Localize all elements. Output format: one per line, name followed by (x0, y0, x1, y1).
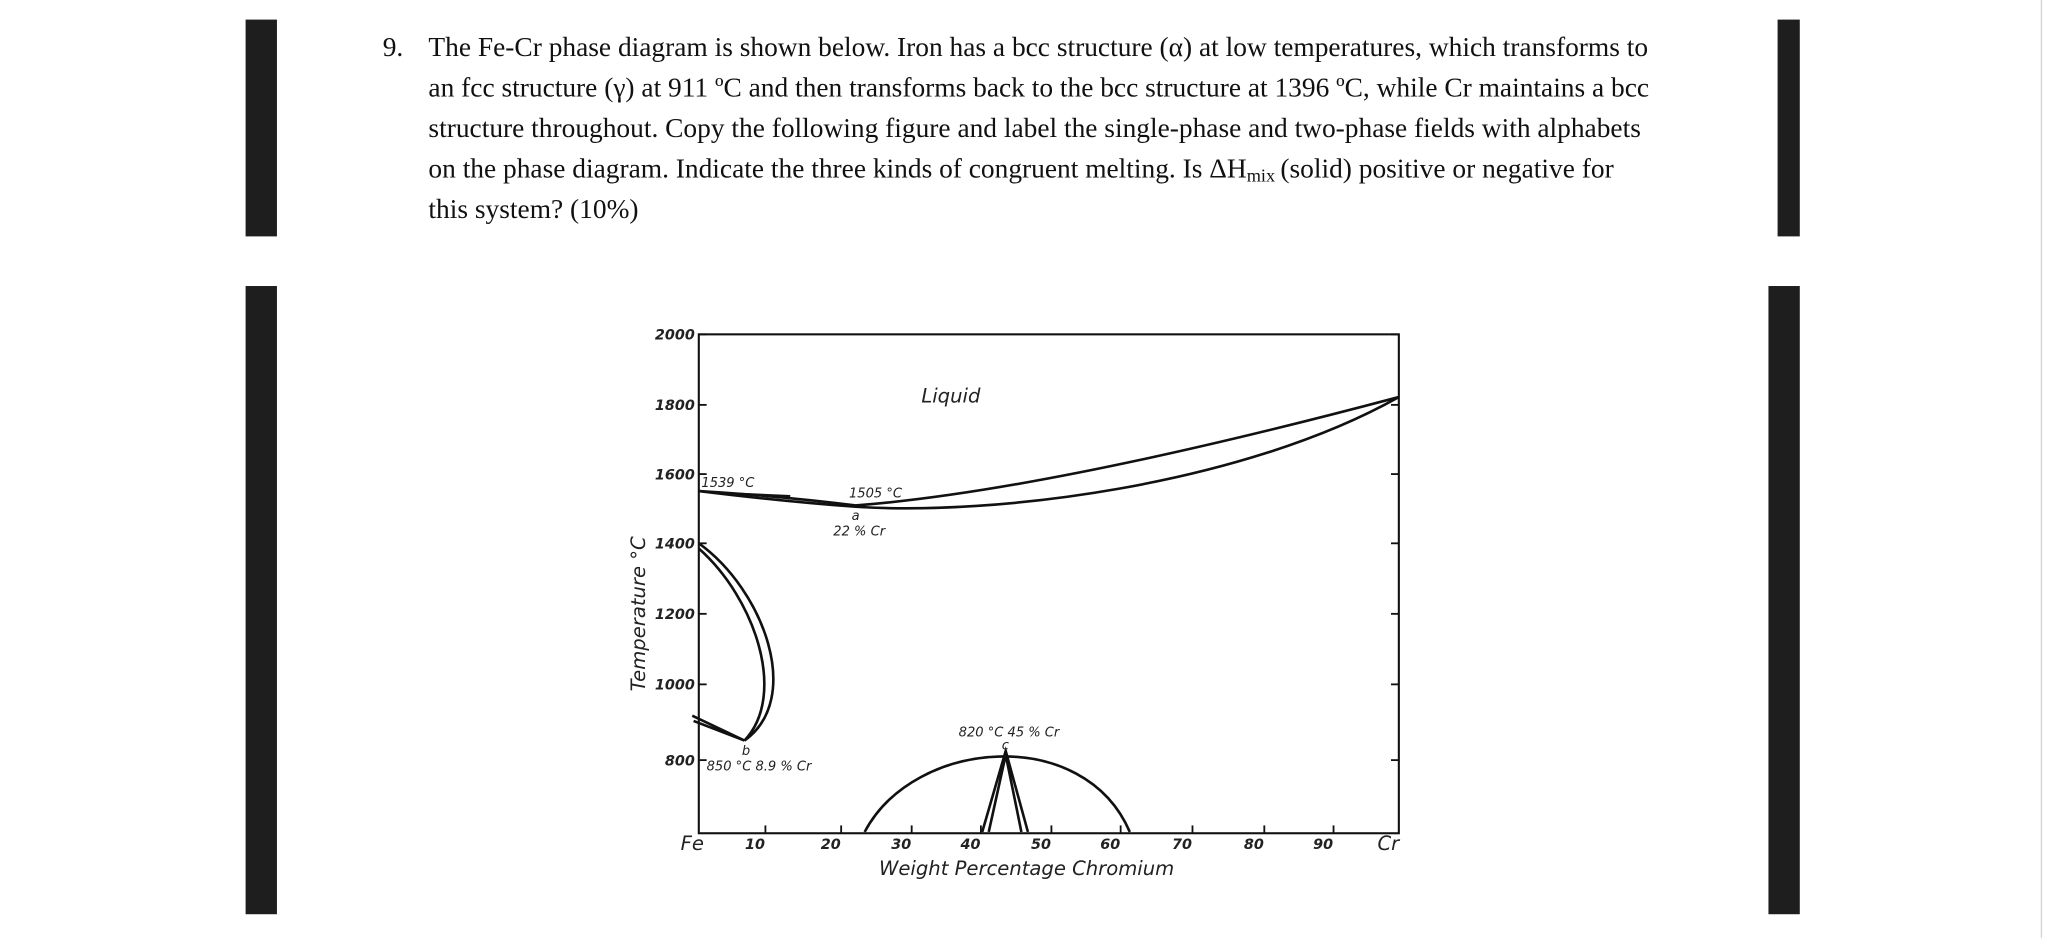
solidus (698, 395, 1400, 510)
question-line: structure throughout. Copy the following… (428, 113, 1640, 143)
y-tick-label: 1800 (655, 398, 695, 414)
x-tick-label: Cr (1378, 832, 1402, 855)
y-tick-label: 1000 (655, 678, 695, 694)
liquidus (698, 395, 1400, 507)
x-tick-label: 20 (821, 837, 841, 853)
annotation: Liquid (921, 384, 981, 407)
y-tick-label: 1200 (655, 607, 695, 623)
annotation: 22 % Cr (833, 524, 886, 539)
x-tick-label: 50 (1031, 837, 1051, 853)
sigma-dome (863, 755, 1131, 833)
gamma-loop (691, 714, 746, 742)
x-tick-label: Fe (681, 832, 704, 855)
y-tick-label: 1600 (655, 467, 695, 483)
annotation: b (742, 744, 750, 759)
annotation: a (852, 509, 860, 524)
arrow (731, 492, 791, 498)
annotation: 850 °C 8.9 % Cr (707, 760, 813, 775)
x-tick-label: 90 (1313, 837, 1333, 853)
question-line: on the phase diagram. Indicate the three… (428, 154, 1613, 186)
question-line: an fcc structure (γ) at 911 ºC and then … (428, 73, 1649, 103)
x-tick-label: 30 (891, 837, 911, 853)
annotation: 1539 °C (701, 476, 755, 491)
annotation: c (1002, 739, 1009, 754)
x-tick-label: 40 (959, 837, 980, 853)
question-number: 9. (383, 32, 404, 62)
text: (solid) positive or negative for (1280, 154, 1613, 184)
plot-frame (697, 333, 1400, 835)
gamma-loop (697, 547, 766, 742)
side-bar (1768, 286, 1800, 915)
side-bar (245, 286, 277, 915)
x-tick-label: 70 (1172, 837, 1192, 853)
y-tick-label: 1400 (655, 537, 695, 553)
y-tick-label: 2000 (655, 328, 695, 344)
x-tick-label: 10 (745, 837, 765, 853)
side-bar (1777, 19, 1800, 237)
side-bar (245, 19, 277, 237)
question-line: this system? (10%) (428, 194, 638, 224)
y-tick-label: 800 (665, 753, 695, 769)
x-axis-label: Weight Percentage Chromium (879, 857, 1174, 880)
annotation: 1505 °C (849, 487, 903, 502)
sigma-phase (980, 746, 1030, 833)
gamma-loop (698, 542, 775, 742)
x-tick-label: 60 (1100, 837, 1120, 853)
y-axis-label: Temperature °C (627, 536, 650, 691)
question-line: The Fe-Cr phase diagram is shown below. … (428, 32, 1648, 62)
phase-diagram: 2000 1800 1600 1400 1200 1000 800 Fe 10 20 30 40 50… (627, 328, 1401, 880)
x-ticks: Fe 10 20 30 40 50 60 70 80 90 Cr (681, 825, 1402, 855)
text: on the phase diagram. Indicate the three… (428, 154, 1246, 184)
y-ticks: 2000 1800 1600 1400 1200 1000 800 (655, 328, 1399, 769)
x-tick-label: 80 (1244, 837, 1264, 853)
subscript: mix (1247, 166, 1275, 186)
annotation: 820 °C 45 % Cr (959, 726, 1061, 741)
